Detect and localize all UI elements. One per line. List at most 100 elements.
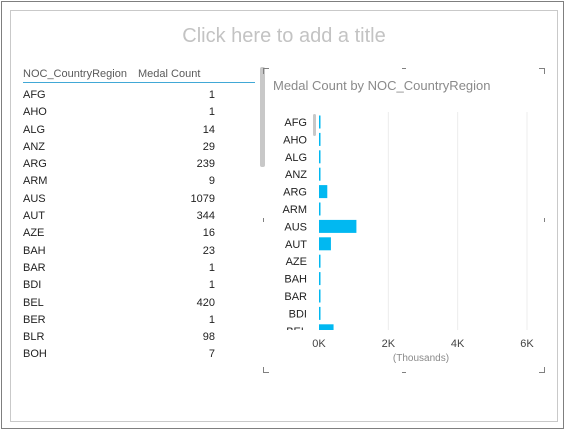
- cell-medal-count: 23: [202, 244, 215, 257]
- cell-country: ARG: [23, 158, 47, 171]
- resize-corner-bottom-left[interactable]: [263, 367, 269, 373]
- bar[interactable]: [319, 219, 357, 233]
- x-axis-title: (Thousands): [393, 353, 449, 364]
- resize-corner-top-left[interactable]: [263, 68, 269, 74]
- cell-medal-count: 420: [196, 296, 215, 309]
- cell-medal-count: 239: [196, 158, 215, 171]
- medal-table[interactable]: NOC_CountryRegion Medal Count AFG 1 AHO 1 AL…: [23, 67, 265, 367]
- table-row[interactable]: BER 1: [23, 312, 255, 329]
- table-row[interactable]: BAR 1: [23, 260, 255, 277]
- bar-chart-plot: AFG AHO ALG ANZ ARG ARM AUS AUT AZE BAH BAR BDI BEL 0…: [283, 112, 534, 364]
- column-header-country[interactable]: NOC_CountryRegion: [23, 68, 127, 80]
- chart-title: Medal Count by NOC_CountryRegion: [273, 78, 491, 93]
- table-row[interactable]: BEL 420: [23, 295, 255, 312]
- x-tick-label: 0K: [312, 338, 326, 350]
- cell-medal-count: 1: [208, 89, 215, 101]
- category-label: ALG: [285, 152, 307, 164]
- resize-handle-right[interactable]: [544, 218, 545, 222]
- scrollbar-thumb[interactable]: [260, 67, 265, 167]
- x-tick-label: 2K: [382, 338, 396, 350]
- cell-country: AUS: [23, 192, 46, 205]
- bar[interactable]: [319, 306, 321, 320]
- table-row[interactable]: AHO 1: [23, 104, 255, 121]
- table-header: NOC_CountryRegion Medal Count: [23, 67, 255, 83]
- cell-country: ALG: [23, 123, 46, 136]
- cell-country: BER: [23, 313, 46, 326]
- bar[interactable]: [319, 289, 321, 303]
- resize-corner-bottom-right[interactable]: [539, 367, 545, 373]
- table-scrollbar[interactable]: [260, 67, 265, 357]
- cell-medal-count: 344: [196, 210, 215, 223]
- resize-handle-top[interactable]: [402, 68, 406, 69]
- x-tick-label: 6K: [520, 338, 534, 350]
- table-row[interactable]: ANZ 29: [23, 139, 255, 156]
- bar[interactable]: [319, 150, 321, 164]
- cell-medal-count: 1: [208, 106, 215, 119]
- cell-country: BEL: [23, 296, 44, 309]
- cell-country: BLR: [23, 331, 45, 344]
- table-body: AFG 1 AHO 1 ALG 14 ANZ 29 ARG 239 ARM 9 AUS 1079 AUT 34…: [23, 87, 255, 364]
- resize-handle-left[interactable]: [263, 218, 264, 222]
- table-row[interactable]: ALG 14: [23, 122, 255, 139]
- table-row[interactable]: AZE 16: [23, 225, 255, 242]
- cell-medal-count: 1: [208, 279, 215, 292]
- bar[interactable]: [319, 115, 321, 129]
- bar[interactable]: [319, 132, 321, 146]
- cell-medal-count: 1: [208, 313, 215, 326]
- category-label: BEL: [286, 326, 307, 338]
- chart-scrollbar-thumb[interactable]: [313, 114, 316, 136]
- category-label: AHO: [283, 134, 307, 146]
- cell-medal-count: 16: [202, 227, 215, 240]
- cell-country: AZE: [23, 227, 45, 240]
- report-title-placeholder[interactable]: Click here to add a title: [182, 25, 386, 47]
- table-row[interactable]: ARM 9: [23, 173, 255, 190]
- resize-handle-bottom[interactable]: [402, 372, 406, 373]
- report-canvas: Click here to add a title NOC_CountryReg…: [10, 10, 558, 422]
- category-label: BAH: [284, 274, 307, 286]
- table-row[interactable]: BDI 1: [23, 277, 255, 294]
- x-tick-label: 4K: [451, 338, 465, 350]
- category-label: ANZ: [285, 169, 307, 181]
- bar[interactable]: [319, 167, 321, 181]
- cell-medal-count: 98: [202, 331, 215, 344]
- cell-country: BAR: [23, 261, 46, 274]
- cell-medal-count: 14: [202, 123, 215, 136]
- cell-country: ARM: [23, 175, 48, 188]
- category-label: ARG: [283, 187, 307, 199]
- cell-medal-count: 29: [202, 140, 215, 153]
- cell-country: BAH: [23, 244, 46, 257]
- bar[interactable]: [319, 185, 328, 199]
- cell-medal-count: 1079: [190, 192, 215, 205]
- cell-country: BOH: [23, 348, 47, 361]
- category-label: AUS: [284, 221, 307, 233]
- cell-country: ANZ: [23, 140, 45, 153]
- table-row[interactable]: BOH 7: [23, 346, 255, 363]
- cell-medal-count: 7: [208, 348, 215, 361]
- cell-country: BDI: [23, 279, 42, 292]
- cell-country: AUT: [23, 210, 45, 223]
- column-header-medal-count[interactable]: Medal Count: [138, 68, 201, 80]
- bar[interactable]: [319, 237, 331, 251]
- bar[interactable]: [319, 272, 321, 286]
- category-label: AUT: [285, 239, 307, 251]
- cell-country: AHO: [23, 106, 47, 119]
- table-row[interactable]: AFG 1: [23, 87, 255, 104]
- table-row[interactable]: BLR 98: [23, 329, 255, 346]
- category-label: AZE: [286, 256, 307, 268]
- bar[interactable]: [319, 202, 321, 216]
- table-row[interactable]: AUS 1079: [23, 191, 255, 208]
- cell-medal-count: 1: [208, 261, 215, 274]
- category-label: BAR: [284, 291, 307, 303]
- medal-bar-chart[interactable]: AFG AHO ALG ANZ ARG ARM AUS AUT AZE BAH BAR BDI BEL 0…: [263, 68, 545, 373]
- resize-corner-top-right[interactable]: [539, 68, 545, 74]
- cell-country: AFG: [23, 89, 46, 101]
- cell-medal-count: 9: [208, 175, 215, 188]
- table-row[interactable]: ARG 239: [23, 156, 255, 173]
- bar[interactable]: [319, 324, 334, 337]
- bar[interactable]: [319, 254, 321, 268]
- table-row[interactable]: BAH 23: [23, 243, 255, 260]
- category-label: BDI: [289, 308, 307, 320]
- table-row[interactable]: AUT 344: [23, 208, 255, 225]
- category-label: AFG: [284, 117, 307, 129]
